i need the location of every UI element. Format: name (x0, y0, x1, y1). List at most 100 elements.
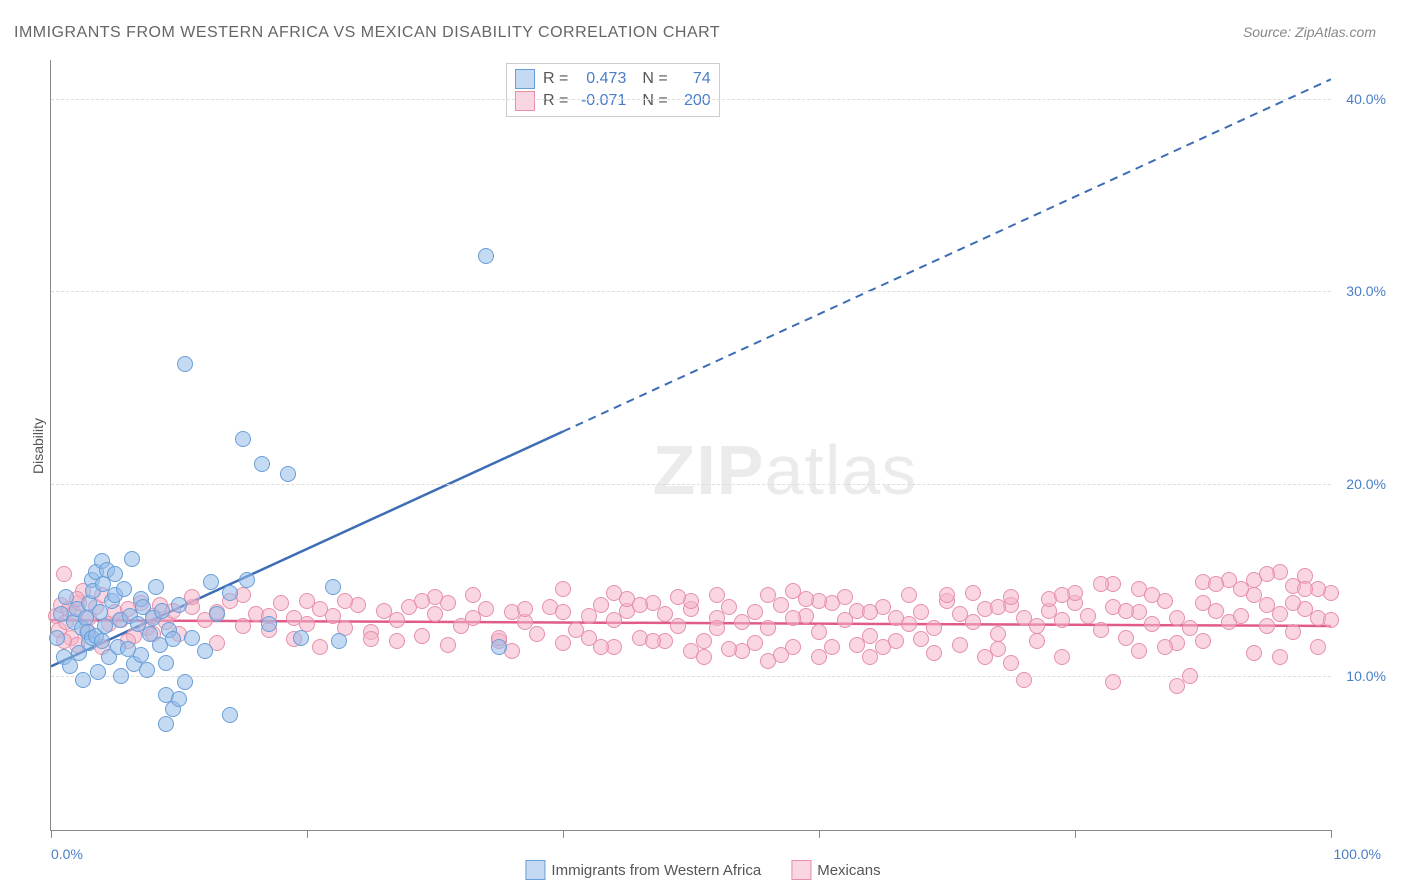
data-point (203, 574, 219, 590)
data-point (1029, 618, 1045, 634)
data-point (280, 466, 296, 482)
data-point (517, 601, 533, 617)
data-point (670, 589, 686, 605)
swatch-icon (515, 69, 535, 89)
data-point (1144, 587, 1160, 603)
data-point (389, 612, 405, 628)
legend-item-pink: Mexicans (791, 860, 880, 880)
data-point (926, 620, 942, 636)
data-point (1131, 643, 1147, 659)
data-point (1105, 674, 1121, 690)
data-point (1272, 649, 1288, 665)
legend-item-blue: Immigrants from Western Africa (525, 860, 761, 880)
data-point (1285, 595, 1301, 611)
gridline (51, 291, 1331, 292)
data-point (235, 618, 251, 634)
data-point (670, 618, 686, 634)
data-point (606, 585, 622, 601)
correlation-stats-box: R = 0.473 N = 74 R = -0.071 N = 200 (506, 63, 720, 117)
bottom-legend: Immigrants from Western Africa Mexicans (525, 860, 880, 880)
legend-label: Immigrants from Western Africa (551, 862, 761, 879)
data-point (811, 649, 827, 665)
data-point (1118, 603, 1134, 619)
data-point (1029, 633, 1045, 649)
n-value: 200 (676, 90, 711, 112)
data-point (158, 655, 174, 671)
data-point (1054, 612, 1070, 628)
data-point (632, 597, 648, 613)
gridline (51, 484, 1331, 485)
data-point (158, 716, 174, 732)
data-point (760, 587, 776, 603)
data-point (888, 633, 904, 649)
data-point (645, 633, 661, 649)
data-point (97, 618, 113, 634)
data-point (901, 616, 917, 632)
data-point (337, 593, 353, 609)
data-point (977, 649, 993, 665)
gridline (51, 99, 1331, 100)
data-point (1259, 618, 1275, 634)
data-point (209, 606, 225, 622)
data-point (862, 604, 878, 620)
data-point (254, 456, 270, 472)
x-tick (563, 830, 564, 838)
data-point (1169, 678, 1185, 694)
swatch-icon (525, 860, 545, 880)
data-point (990, 599, 1006, 615)
data-point (1246, 645, 1262, 661)
data-point (325, 579, 341, 595)
swatch-icon (515, 91, 535, 111)
data-point (75, 672, 91, 688)
data-point (721, 599, 737, 615)
data-point (747, 604, 763, 620)
data-point (478, 248, 494, 264)
data-point (913, 604, 929, 620)
data-point (177, 356, 193, 372)
data-point (222, 707, 238, 723)
data-point (1233, 608, 1249, 624)
data-point (299, 593, 315, 609)
data-point (414, 628, 430, 644)
data-point (1323, 612, 1339, 628)
data-point (709, 587, 725, 603)
data-point (926, 645, 942, 661)
r-label: R = (543, 68, 568, 90)
data-point (721, 641, 737, 657)
data-point (709, 620, 725, 636)
legend-label: Mexicans (817, 862, 880, 879)
x-tick (51, 830, 52, 838)
data-point (139, 662, 155, 678)
source-label: Source: ZipAtlas.com (1243, 24, 1376, 40)
data-point (555, 604, 571, 620)
data-point (1285, 624, 1301, 640)
data-point (1080, 608, 1096, 624)
r-label: R = (543, 90, 568, 112)
data-point (773, 597, 789, 613)
data-point (555, 581, 571, 597)
data-point (555, 635, 571, 651)
data-point (529, 626, 545, 642)
data-point (581, 608, 597, 624)
data-point (1118, 630, 1134, 646)
data-point (222, 585, 238, 601)
data-point (312, 639, 328, 655)
y-tick-label: 40.0% (1346, 91, 1386, 107)
x-tick (819, 830, 820, 838)
data-point (773, 647, 789, 663)
y-tick-label: 10.0% (1346, 668, 1386, 684)
swatch-icon (791, 860, 811, 880)
data-point (273, 595, 289, 611)
data-point (107, 566, 123, 582)
chart-title: IMMIGRANTS FROM WESTERN AFRICA VS MEXICA… (14, 24, 720, 42)
r-value: -0.071 (576, 90, 626, 112)
x-tick (1075, 830, 1076, 838)
n-label: N = (642, 68, 667, 90)
data-point (235, 431, 251, 447)
data-point (696, 633, 712, 649)
data-point (1144, 616, 1160, 632)
n-label: N = (642, 90, 667, 112)
data-point (94, 633, 110, 649)
data-point (1208, 576, 1224, 592)
data-point (133, 647, 149, 663)
